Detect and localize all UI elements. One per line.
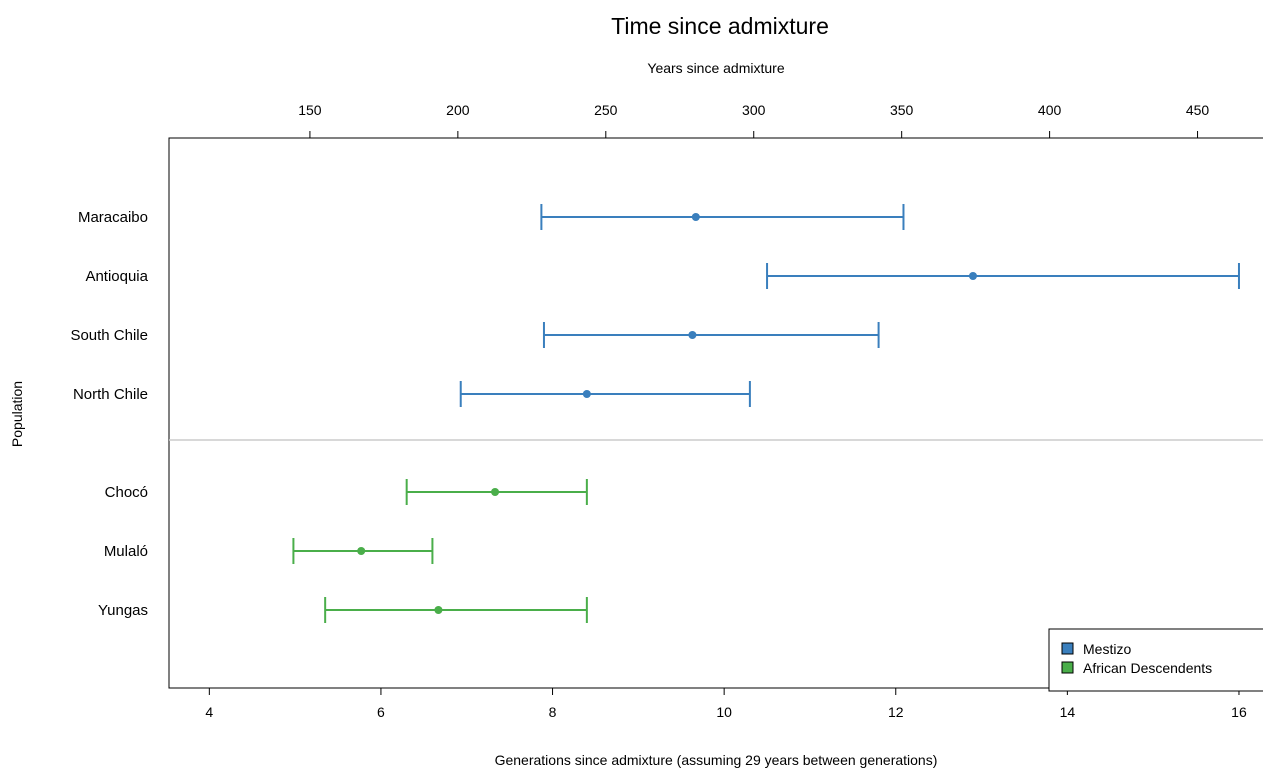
population-label: Chocó	[105, 484, 148, 501]
y-axis-title: Population	[9, 381, 25, 447]
top-tick-label: 250	[594, 102, 618, 118]
legend-swatch-mestizo	[1061, 642, 1074, 655]
population-label: Antioquia	[85, 268, 148, 285]
x-tick-label: 16	[1231, 704, 1247, 720]
plot-marks: Maracaibo Antioquia South Chile North Chile…	[70, 204, 1240, 623]
x-axis: 4 6 8 10 12 14 16	[205, 687, 1247, 720]
x-axis-title: Generations since admixture (assuming 29…	[495, 752, 938, 768]
plot-frame	[168, 137, 1263, 689]
x-tick-label: 12	[888, 704, 904, 720]
x-tick-label: 14	[1060, 704, 1076, 720]
population-label: Maracaibo	[78, 209, 148, 226]
estimate-point	[357, 547, 366, 555]
estimate-point	[688, 331, 697, 339]
legend-box	[1048, 628, 1263, 692]
x-tick-label: 6	[377, 704, 385, 720]
x-tick-label: 8	[549, 704, 557, 720]
legend-swatch-african-descendents	[1061, 661, 1074, 674]
top-tick-label: 350	[890, 102, 914, 118]
x-tick-label: 10	[716, 704, 732, 720]
chart-title: Time since admixture	[611, 13, 829, 39]
population-label: Mulaló	[104, 543, 148, 560]
top-axis-title: Years since admixture	[647, 60, 784, 76]
top-tick-label: 150	[298, 102, 322, 118]
top-tick-label: 450	[1186, 102, 1210, 118]
legend-label-mestizo: Mestizo	[1083, 641, 1131, 657]
top-tick-label: 400	[1038, 102, 1062, 118]
x-tick-label: 4	[205, 704, 213, 720]
estimate-point	[582, 390, 591, 398]
top-tick-label: 200	[446, 102, 470, 118]
estimate-point	[434, 606, 443, 614]
population-label: Yungas	[98, 602, 148, 619]
top-axis: 150 200 250 300 350 400 450	[298, 102, 1210, 139]
legend: Mestizo African Descendents	[1048, 628, 1263, 692]
estimate-point	[691, 213, 700, 221]
estimate-point	[968, 272, 977, 280]
population-label: South Chile	[70, 327, 148, 344]
top-tick-label: 300	[742, 102, 766, 118]
legend-label-african-descendents: African Descendents	[1083, 660, 1212, 676]
population-label: North Chile	[73, 386, 148, 403]
estimate-point	[491, 488, 500, 496]
